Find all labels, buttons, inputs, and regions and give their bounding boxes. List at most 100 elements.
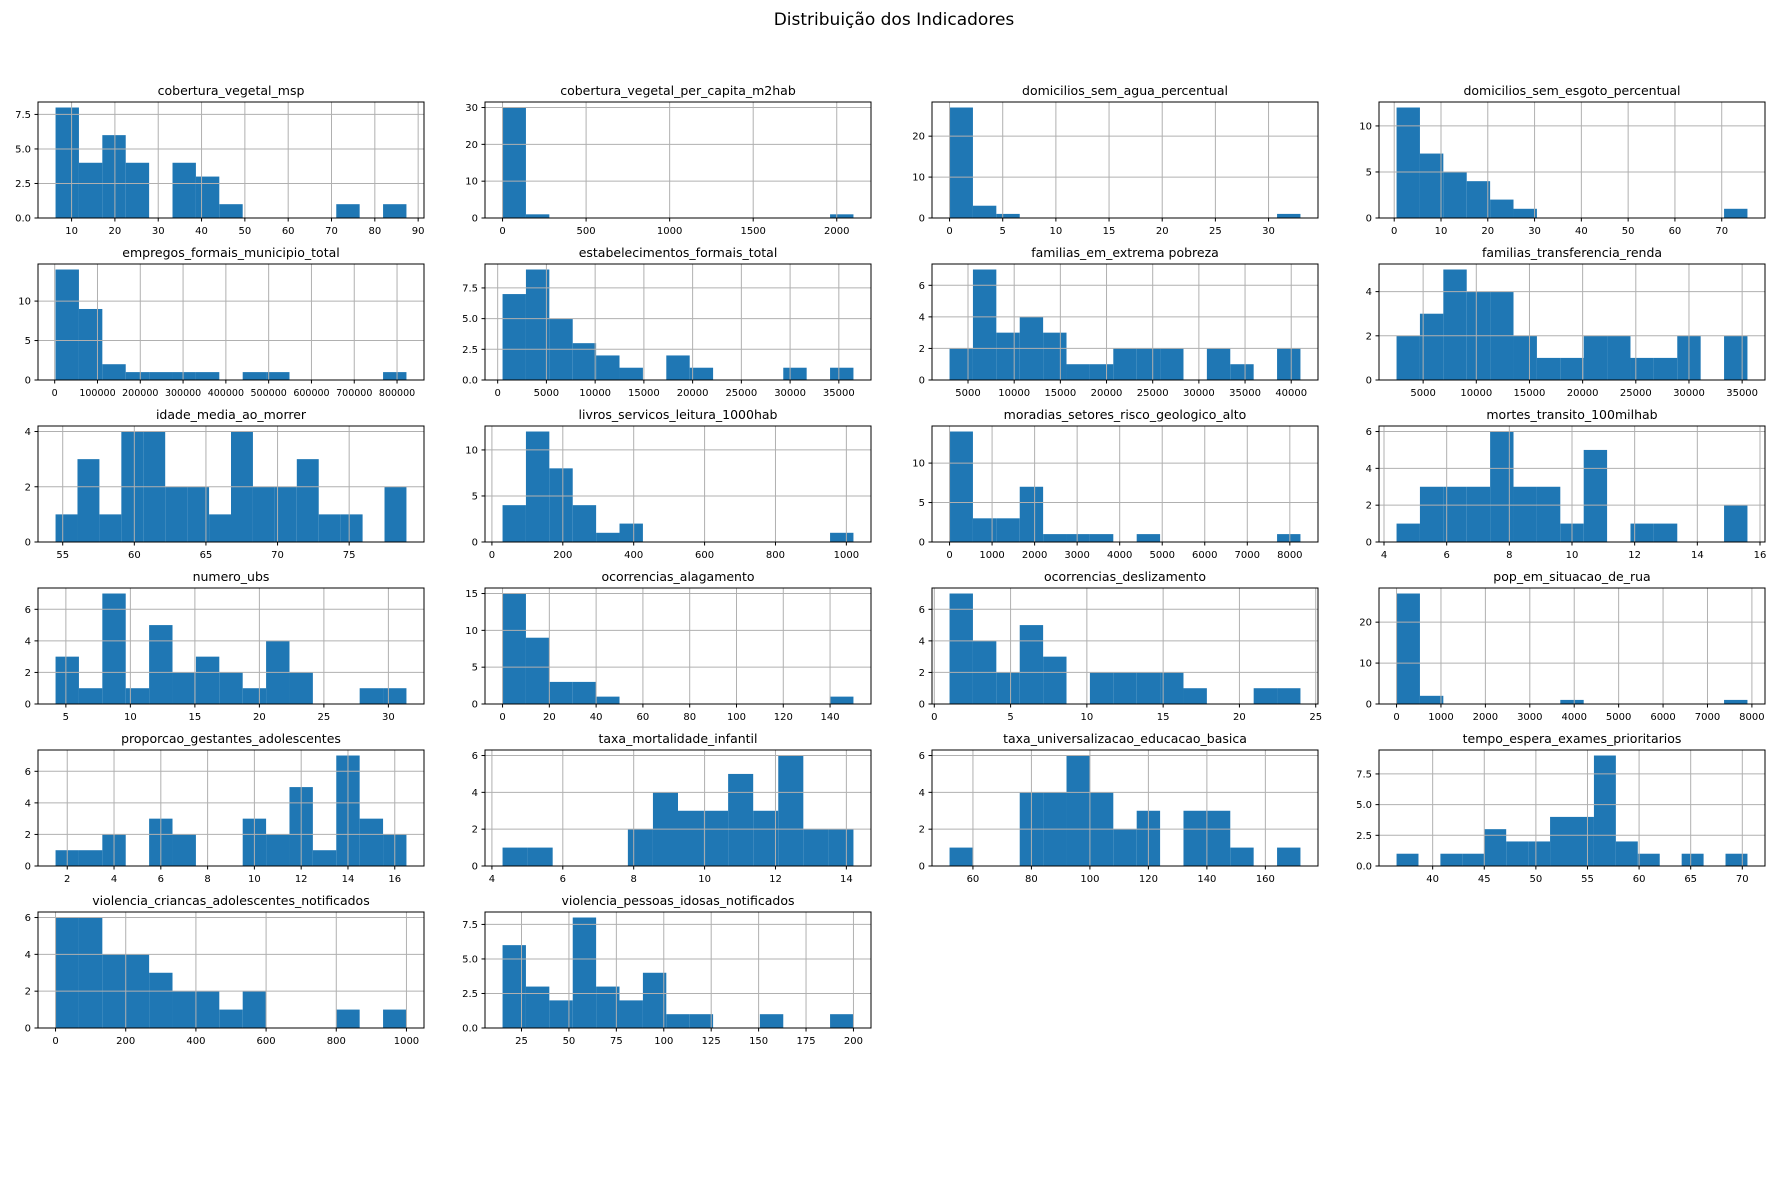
x-tick-label: 1000 bbox=[657, 226, 682, 237]
x-tick-label: 10 bbox=[1080, 712, 1093, 723]
x-tick-label: 800 bbox=[766, 550, 785, 561]
histogram-bar bbox=[572, 917, 597, 1028]
histogram-canvas: 40 45 50 55 60 65 70 0.0 2.5 5.0 7.5 tempo_espera_e… bbox=[1356, 731, 1766, 885]
x-tick-label: 15 bbox=[189, 712, 202, 723]
x-tick-label: 3000 bbox=[1064, 550, 1089, 561]
y-tick-label: 6 bbox=[25, 913, 31, 924]
histogram-bar bbox=[1593, 755, 1616, 866]
subplot-title: domicilios_sem_agua_percentual bbox=[1022, 83, 1228, 98]
subplot-title: familias_em_extrema pobreza bbox=[1031, 245, 1219, 260]
histogram-bar bbox=[78, 308, 103, 380]
histogram-bar bbox=[172, 991, 196, 1028]
histogram-bar bbox=[383, 688, 407, 704]
x-tick-label: 0 bbox=[1391, 226, 1397, 237]
x-tick-label: 50 bbox=[238, 226, 251, 237]
histogram-canvas: 0 200 400 600 800 1000 0 5 10 livros_servicos_lei… bbox=[465, 407, 872, 561]
x-tick-label: 200 bbox=[553, 550, 572, 561]
y-tick-label: 5 bbox=[472, 491, 478, 502]
subplot-domicilios_sem_agua_percentual: 0 5 10 15 20 25 30 0 10 20 domicilios_sem_agua_per… bbox=[894, 80, 1341, 242]
x-tick-label: 10 bbox=[1050, 226, 1063, 237]
x-tick-label: 800 bbox=[327, 1036, 346, 1047]
subplot-domicilios_sem_esgoto_percentual: 0 10 20 30 40 50 60 70 0 5 10 domicilios_sem_esgoto… bbox=[1341, 80, 1788, 242]
plot-border bbox=[931, 587, 1319, 705]
histogram-bar bbox=[996, 213, 1020, 218]
x-tick-label: 100000 bbox=[79, 388, 115, 399]
y-tick-label: 0 bbox=[25, 1024, 31, 1035]
histogram-bar bbox=[55, 917, 79, 1028]
histogram-canvas: 0 200 400 600 800 1000 0 2 4 6 violencia_criancas_… bbox=[25, 893, 425, 1047]
histogram-bar bbox=[242, 688, 267, 704]
histogram-bar bbox=[996, 518, 1020, 542]
histogram-bar bbox=[149, 372, 173, 380]
histogram-bar bbox=[1513, 486, 1537, 542]
y-tick-label: 0 bbox=[919, 376, 925, 387]
subplot-title: cobertura_vegetal_per_capita_m2hab bbox=[560, 83, 796, 98]
histogram-bar bbox=[1396, 523, 1420, 542]
plot-border bbox=[37, 749, 425, 867]
histogram-bar bbox=[1419, 486, 1444, 542]
plot-border bbox=[484, 587, 872, 705]
histogram-bar bbox=[1462, 853, 1485, 866]
histogram-bar bbox=[502, 945, 526, 1028]
subplot-title: tempo_espera_exames_prioritarios bbox=[1463, 731, 1682, 746]
histogram-bar bbox=[55, 107, 79, 218]
histogram-bar bbox=[1206, 348, 1231, 380]
plot-border bbox=[484, 749, 872, 867]
x-tick-label: 8 bbox=[1506, 550, 1512, 561]
y-tick-label: 6 bbox=[25, 767, 31, 778]
histogram-bar bbox=[502, 294, 526, 380]
y-tick-label: 0 bbox=[1366, 700, 1372, 711]
histogram-bar bbox=[619, 523, 643, 542]
x-tick-label: 55 bbox=[56, 550, 69, 561]
x-tick-label: 3000 bbox=[1517, 712, 1542, 723]
x-tick-label: 30000 bbox=[1183, 388, 1215, 399]
histogram-bar bbox=[972, 205, 997, 218]
y-tick-label: 2 bbox=[25, 830, 31, 841]
x-tick-label: 700000 bbox=[336, 388, 372, 399]
x-tick-label: 60 bbox=[282, 226, 295, 237]
y-tick-label: 0 bbox=[472, 214, 478, 225]
x-tick-label: 80 bbox=[683, 712, 696, 723]
y-tick-label: 10 bbox=[1359, 659, 1372, 670]
x-tick-label: 16 bbox=[388, 874, 401, 885]
y-tick-label: 2.5 bbox=[462, 345, 478, 356]
x-tick-label: 40 bbox=[1575, 226, 1588, 237]
y-tick-label: 2 bbox=[25, 482, 31, 493]
x-tick-label: 20 bbox=[1481, 226, 1494, 237]
histogram-bar bbox=[125, 372, 150, 380]
histogram-bar bbox=[1583, 335, 1608, 380]
y-tick-label: 0.0 bbox=[15, 214, 31, 225]
y-tick-label: 2 bbox=[919, 825, 925, 836]
x-tick-label: 20 bbox=[1156, 226, 1169, 237]
histogram-bar bbox=[384, 486, 407, 542]
y-tick-label: 2 bbox=[1366, 331, 1372, 342]
subplot-violencia_pessoas_idosas_notificados: 25 50 75 100 125 150 175 200 0.0 2.5 5.0 7.5 violenc… bbox=[447, 890, 894, 1052]
x-tick-label: 25 bbox=[1209, 226, 1222, 237]
histogram-bar bbox=[502, 107, 526, 218]
x-tick-label: 20 bbox=[109, 226, 122, 237]
subplot-ocorrencias_alagamento: 0 20 40 60 80 100 120 140 0 5 10 15 ocorrencias_alag… bbox=[447, 566, 894, 728]
x-tick-label: 400000 bbox=[208, 388, 244, 399]
histogram-bar bbox=[383, 1009, 407, 1028]
y-tick-label: 5 bbox=[919, 498, 925, 509]
plot-border bbox=[37, 425, 425, 543]
subplot-moradias_setores_risco_geologico_alto: 0 1000 2000 3000 4000 5000 6000 7000 8000 0 5 10 mor… bbox=[894, 404, 1341, 566]
y-tick-label: 0.0 bbox=[1356, 862, 1372, 873]
plot-border bbox=[484, 425, 872, 543]
plot-border bbox=[484, 263, 872, 381]
histogram-bar bbox=[1725, 853, 1748, 866]
histogram-bar bbox=[383, 372, 407, 380]
histogram-bar bbox=[1630, 357, 1654, 380]
histogram-bar bbox=[195, 372, 220, 380]
y-tick-label: 6 bbox=[919, 281, 925, 292]
x-tick-label: 50 bbox=[1530, 874, 1543, 885]
histogram-canvas: 4 6 8 10 12 14 16 0 2 4 6 mortes_transito_100milhab bbox=[1366, 407, 1767, 561]
histogram-bar bbox=[949, 348, 973, 380]
y-tick-label: 0 bbox=[472, 862, 478, 873]
histogram-bar bbox=[689, 367, 714, 380]
histogram-bar bbox=[1396, 107, 1420, 218]
y-tick-label: 0 bbox=[25, 700, 31, 711]
histogram-bar bbox=[1043, 332, 1067, 380]
histogram-bar bbox=[1089, 534, 1114, 542]
histogram-bar bbox=[266, 372, 290, 380]
